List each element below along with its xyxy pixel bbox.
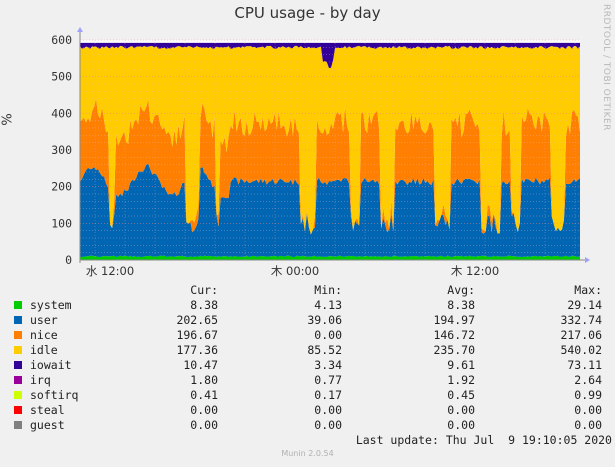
y-tick-label: 400	[51, 106, 72, 120]
rrdtool-watermark: RRDTOOL / TOBI OETIKER	[601, 4, 611, 131]
legend-cur: 1.80	[190, 373, 218, 387]
legend-series-name: irq	[30, 373, 51, 387]
area-idle	[80, 45, 580, 235]
legend-header-row: Cur: Min: Avg: Max:	[0, 283, 615, 298]
legend-row-softirq: softirq 0.41 0.17 0.45 0.99	[0, 388, 615, 403]
legend-cur: 0.00	[190, 403, 218, 417]
legend-swatch	[14, 376, 22, 384]
legend-swatch	[14, 346, 22, 354]
legend-avg: 146.72	[433, 328, 475, 342]
y-tick-label: 0	[65, 253, 72, 267]
legend-min: 0.00	[314, 403, 342, 417]
legend-series-name: steal	[30, 403, 65, 417]
legend-cur: 196.67	[176, 328, 218, 342]
legend-series-name: iowait	[30, 358, 72, 372]
legend-swatch	[14, 301, 22, 309]
legend-series-name: softirq	[30, 388, 79, 402]
legend-row-iowait: iowait 10.47 3.34 9.61 73.11	[0, 358, 615, 373]
legend-min: 0.17	[314, 388, 342, 402]
legend-row-user: user 202.65 39.06 194.97 332.74	[0, 313, 615, 328]
legend-series-name: idle	[30, 343, 58, 357]
chart-title: CPU usage - by day	[234, 4, 381, 22]
legend-header-min: Min:	[314, 283, 342, 297]
legend-cur: 177.36	[176, 343, 218, 357]
legend-header-max: Max:	[574, 283, 602, 297]
legend-row-irq: irq 1.80 0.77 1.92 2.64	[0, 373, 615, 388]
x-tick-label: 木 12:00	[451, 264, 499, 278]
legend-max: 540.02	[560, 343, 602, 357]
legend-max: 2.64	[574, 373, 602, 387]
legend-max: 0.99	[574, 388, 602, 402]
y-tick-label: 100	[51, 216, 72, 230]
legend-max: 332.74	[560, 313, 602, 327]
legend-series-name: nice	[30, 328, 58, 342]
legend-swatch	[14, 316, 22, 324]
legend-cur: 0.00	[190, 418, 218, 432]
legend-max: 73.11	[567, 358, 602, 372]
legend-swatch	[14, 361, 22, 369]
y-axis-arrow	[77, 27, 83, 32]
legend-max: 0.00	[574, 403, 602, 417]
legend-row-idle: idle 177.36 85.52 235.70 540.02	[0, 343, 615, 358]
y-tick-label: 200	[51, 180, 72, 194]
legend-series-name: guest	[30, 418, 65, 432]
area-nice	[80, 98, 580, 235]
y-tick-label: 600	[51, 33, 72, 47]
legend-max: 29.14	[567, 298, 602, 312]
legend-cur: 202.65	[176, 313, 218, 327]
legend-cur: 0.41	[190, 388, 218, 402]
legend-row-guest: guest 0.00 0.00 0.00 0.00	[0, 418, 615, 433]
x-tick-label: 木 00:00	[271, 264, 319, 278]
legend-avg: 0.45	[447, 388, 475, 402]
legend-max: 0.00	[574, 418, 602, 432]
legend-swatch	[14, 421, 22, 429]
legend-swatch	[14, 331, 22, 339]
legend-min: 85.52	[307, 343, 342, 357]
legend-min: 3.34	[314, 358, 342, 372]
legend-avg: 1.92	[447, 373, 475, 387]
legend-series-name: user	[30, 313, 58, 327]
munin-version: Munin 2.0.54	[281, 449, 334, 458]
legend-cur: 10.47	[183, 358, 218, 372]
legend-avg: 235.70	[433, 343, 475, 357]
legend-row-nice: nice 196.67 0.00 146.72 217.06	[0, 328, 615, 343]
x-tick-label: 水 12:00	[86, 264, 134, 278]
legend-avg: 9.61	[447, 358, 475, 372]
cpu-area-chart: 0 100 200 300 400 500 600 水 12:00 木 00:00 木 12:00	[51, 27, 590, 278]
legend-min: 0.77	[314, 373, 342, 387]
legend-avg: 8.38	[447, 298, 475, 312]
legend-row-system: system 8.38 4.13 8.38 29.14	[0, 298, 615, 313]
legend-swatch	[14, 391, 22, 399]
legend-min: 0.00	[314, 418, 342, 432]
legend-avg: 0.00	[447, 418, 475, 432]
legend-cur: 8.38	[190, 298, 218, 312]
area-iowait	[80, 42, 580, 69]
legend-max: 217.06	[560, 328, 602, 342]
legend-avg: 194.97	[433, 313, 475, 327]
last-update: Last update: Thu Jul 9 19:10:05 2020	[355, 433, 612, 447]
legend-header-avg: Avg:	[447, 283, 475, 297]
legend-min: 4.13	[314, 298, 342, 312]
legend-row-steal: steal 0.00 0.00 0.00 0.00	[0, 403, 615, 418]
x-axis-arrow	[585, 257, 590, 263]
legend-series-name: system	[30, 298, 72, 312]
y-tick-label: 300	[51, 143, 72, 157]
legend-min: 0.00	[314, 328, 342, 342]
legend-avg: 0.00	[447, 403, 475, 417]
y-tick-label: 500	[51, 70, 72, 84]
legend-swatch	[14, 406, 22, 414]
legend-header-cur: Cur:	[190, 283, 218, 297]
legend-min: 39.06	[307, 313, 342, 327]
